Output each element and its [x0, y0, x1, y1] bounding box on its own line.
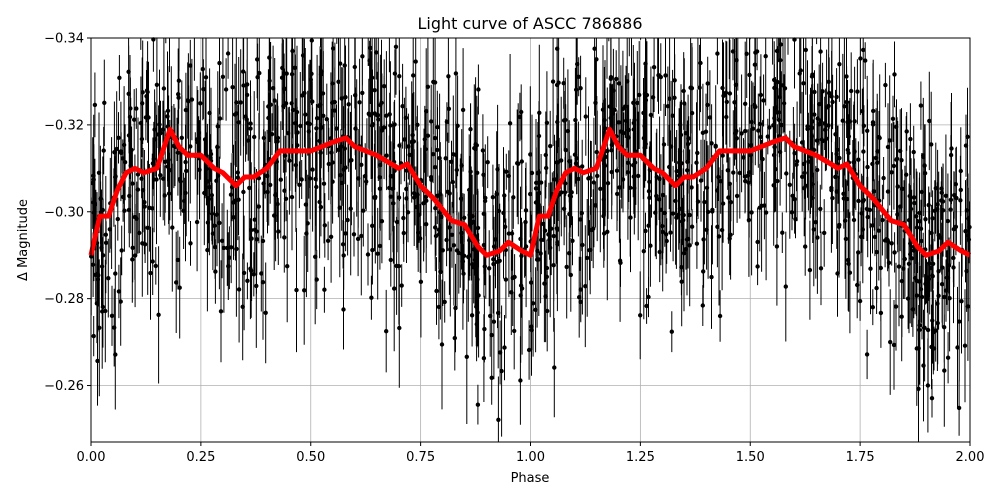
- x-axis-ticks: 0.00 0.25 0.50 0.75 1.00 1.25 1.50 1.75 2.00: [77, 442, 985, 465]
- y-tick-label: −0.34: [44, 32, 84, 47]
- x-tick-label: 2.00: [956, 450, 985, 465]
- x-tick-label: 1.25: [626, 450, 655, 465]
- chart-title: Light curve of ASCC 786886: [417, 14, 642, 33]
- y-axis-ticks: −0.34 −0.32 −0.30 −0.28 −0.26: [44, 32, 91, 394]
- x-tick-label: 0.75: [406, 450, 435, 465]
- x-tick-label: 1.50: [736, 450, 765, 465]
- y-tick-label: −0.28: [44, 292, 84, 307]
- x-tick-label: 1.75: [846, 450, 875, 465]
- binned-mean-line: [88, 126, 972, 258]
- x-tick-label: 1.00: [516, 450, 545, 465]
- y-tick-label: −0.26: [44, 379, 84, 394]
- x-tick-label: 0.00: [77, 450, 106, 465]
- observation-points: [88, 37, 972, 442]
- x-tick-label: 0.50: [296, 450, 325, 465]
- x-axis-label: Phase: [511, 471, 550, 486]
- y-tick-label: −0.32: [44, 118, 84, 133]
- x-tick-label: 0.25: [186, 450, 215, 465]
- y-axis-label: Δ Magnitude: [16, 199, 31, 281]
- y-tick-label: −0.30: [44, 205, 84, 220]
